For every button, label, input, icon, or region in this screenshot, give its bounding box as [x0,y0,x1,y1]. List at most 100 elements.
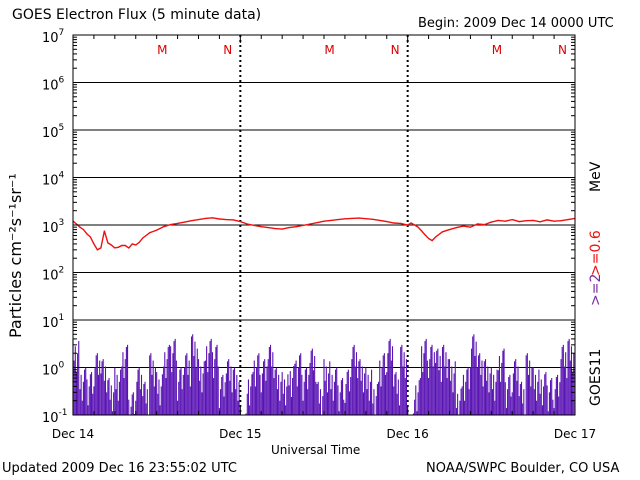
flux-06mev-point [86,233,88,235]
updated-timestamp: Updated 2009 Dec 16 23:55:02 UTC [2,461,237,476]
flux-06mev-point [281,228,283,230]
flux-06mev-point [183,221,186,223]
series-layer [72,217,576,415]
flux-06mev-point [82,229,85,231]
y-tick-label: 100 [42,361,65,379]
flux-06mev-point [103,230,105,232]
flux-06mev-point [131,243,133,245]
credit-line: NOAA/SWPC Boulder, CO USA [426,461,620,476]
flux-06mev-point [138,241,140,244]
flux-06mev-point [149,232,151,234]
noon-midnight-marker: N [558,43,567,57]
flux-06mev-point [225,218,227,221]
flux-06mev-point [218,218,221,220]
flux-06mev-point [441,231,444,233]
begin-date: Begin: 2009 Dec 14 0000 UTC [418,16,614,31]
y-tick-label: 101 [42,313,64,331]
noon-midnight-marker: M [492,43,502,57]
flux-06mev-point [448,229,451,231]
flux-06mev-point [567,218,569,221]
flux-06mev-point [121,244,123,247]
flux-06mev-point [89,236,92,238]
flux-06mev-point [288,227,290,229]
x-tick-label: Dec 16 [387,427,429,441]
flux-06mev-point [424,234,426,236]
flux-06mev-point [490,221,492,223]
flux-06mev-point [400,222,402,225]
flux-06mev-point [455,227,458,229]
flux-06mev-point [100,247,102,249]
y-tick-label: 10-1 [42,408,68,426]
chart-title: GOES Electron Flux (5 minute data) [12,7,262,23]
flux-06mev-point [124,244,126,247]
x-axis-title: Universal Time [271,443,361,457]
flux-06mev-point [497,219,499,221]
flux-06mev-point [128,247,130,249]
flux-06mev-point [483,223,485,226]
flux-06mev-point [239,220,241,223]
y-tick-label: 105 [42,123,64,141]
noon-midnight-marker: M [324,43,334,57]
flux-06mev-point [518,220,520,223]
flux-06mev-point [170,223,172,226]
flux-06mev-point [142,237,144,239]
noon-midnight-marker: M [157,43,167,57]
flux-06mev-point [372,218,374,220]
flux-06mev-point [532,219,534,221]
satellite-label: GOES11 [588,348,604,406]
flux-06mev-point [469,226,472,228]
flux-06mev-point [546,219,548,221]
flux-06mev-line [72,217,576,251]
flux-06mev-point [211,217,214,219]
flux-06mev-point [197,218,200,221]
flux-06mev-point [96,249,99,251]
y-axis-title: Particles cm⁻²s⁻¹sr⁻¹ [6,173,25,338]
flux-06mev-point [431,239,433,242]
flux-06mev-point [232,219,234,221]
flux-06mev-point [358,217,360,219]
flux-06mev-point [114,247,116,249]
y-tick-label: 106 [42,76,65,94]
energy-unit-label: MeV [588,161,604,192]
flux-06mev-point [344,218,346,220]
flux-06mev-point [414,224,416,226]
flux-06mev-point [316,222,318,224]
flux-06mev-point [379,219,381,221]
flux-06mev-point [260,226,262,228]
flux-06mev-point [309,223,311,225]
flux-06mev-point [337,218,339,221]
flux-06mev-point [110,244,112,246]
flux-06mev-point [504,220,506,222]
flux-06mev-point [421,230,423,232]
flux-06mev-point [410,222,412,224]
y-tick-label: 107 [42,28,64,46]
flux-06mev-point [274,227,276,230]
flux-06mev-point [156,229,158,231]
grid-layer [73,35,575,415]
x-tick-label: Dec 14 [52,427,94,441]
flux-06mev-point [330,219,332,221]
noon-midnight-marker: N [223,43,232,57]
flux-06mev-point [511,218,513,221]
flux-06mev-point [427,237,430,240]
flux-06mev-point [417,226,419,228]
flux-06mev-point [79,226,81,228]
flux-06mev-point [462,225,465,227]
flux-06mev-point [560,220,562,222]
flux-06mev-point [539,221,541,223]
flux-06mev-point [93,243,95,245]
flux-06mev-point [295,226,297,228]
noon-midnight-marker: N [391,43,400,57]
axes-layer: 10-1 100 101 102 103 104 105 106 107 Dec 14 Dec 15… [42,28,596,441]
flux-06mev-point [365,218,367,220]
flux-06mev-point [117,246,119,248]
flux-06mev-point [323,220,325,222]
flux-06mev-point [190,220,193,222]
x-tick-label: Dec 17 [554,427,596,441]
flux-06mev-point [434,236,437,238]
flux-06mev-point [163,226,165,228]
flux-06mev-point [75,223,78,225]
flux-06mev-point [267,227,269,229]
x-tick-label: Dec 15 [219,427,261,441]
